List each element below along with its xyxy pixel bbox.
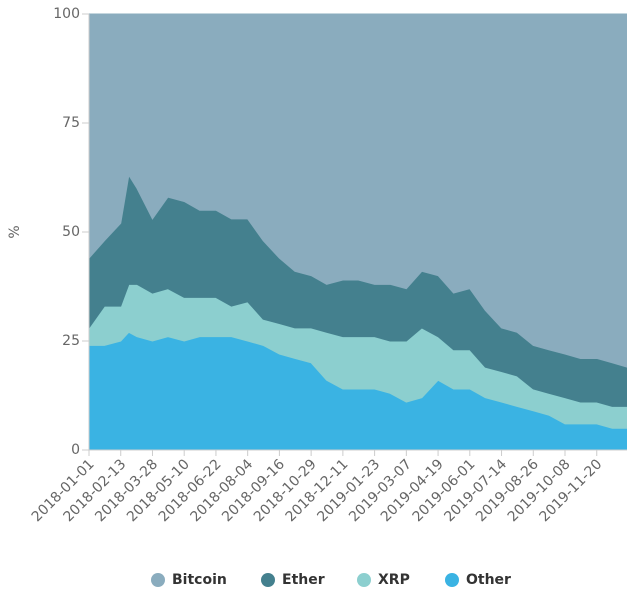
legend-marker — [357, 573, 371, 587]
legend-label: Ether — [282, 572, 325, 588]
legend-label: XRP — [378, 572, 410, 588]
y-tick-label: 0 — [71, 442, 80, 458]
legend-label: Other — [466, 572, 511, 588]
legend-label: Bitcoin — [172, 572, 227, 588]
legend-marker — [151, 573, 165, 587]
legend-marker — [445, 573, 459, 587]
area — [88, 13, 627, 368]
y-tick-label: 50 — [62, 224, 80, 240]
y-tick-label: 100 — [53, 6, 80, 22]
y-tick-label: 75 — [62, 115, 80, 131]
y-tick-label: 25 — [62, 333, 80, 349]
y-axis-label: % — [7, 225, 23, 238]
legend-marker — [261, 573, 275, 587]
